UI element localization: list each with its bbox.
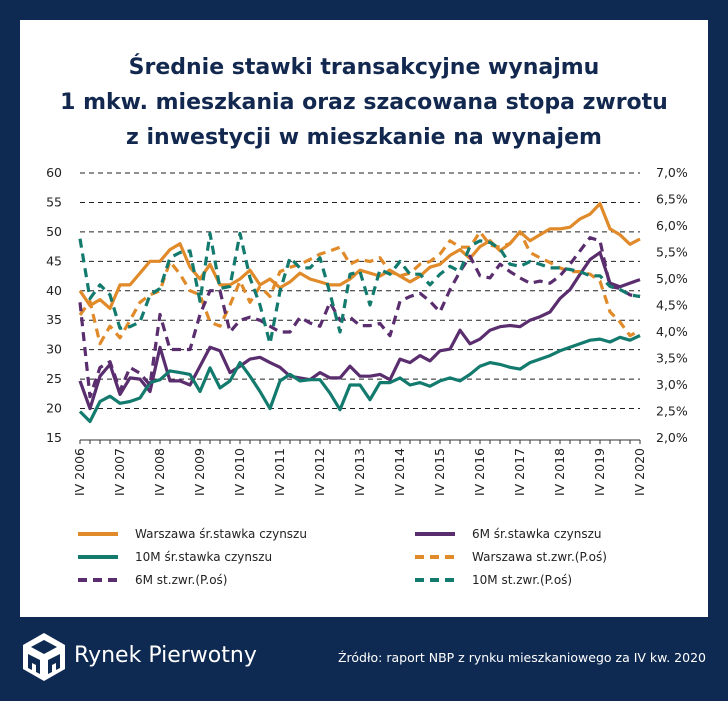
series-line-1 [78,250,641,411]
x-tick-label: IV 2011 [272,448,287,496]
y-right-tick-label: 5,5% [656,245,688,260]
y-right-tick-label: 3,0% [656,377,688,392]
x-tick-label: IV 2015 [432,448,447,496]
legend-label: 6M śr.stawka czynszu [472,527,602,541]
legend-label: Warszawa st.zwr.(P.oś) [472,550,607,564]
y-left-tick-label: 40 [46,283,62,298]
source-note: Źródło: raport NBP z rynku mieszkanioweg… [337,650,706,665]
x-tick-label: IV 2017 [512,448,527,496]
y-right-tick-label: 5,0% [656,271,688,286]
brand-name: Rynek Pierwotny [74,643,257,668]
x-tick-label: IV 2012 [312,448,327,496]
x-tick-label: IV 2020 [632,448,647,496]
y-right-tick-label: 7,0% [656,165,688,180]
series-line-4 [78,236,641,399]
series-line-3 [78,230,641,346]
x-tick-label: IV 2013 [352,448,367,496]
y-left-tick-label: 30 [46,342,62,357]
x-tick-label: IV 2010 [232,448,247,496]
y-right-tick-label: 2,0% [656,430,688,445]
y-left-tick-label: 35 [46,312,62,327]
x-tick-label: IV 2009 [192,448,207,496]
chart-card [20,20,708,617]
x-tick-label: IV 2007 [112,448,127,496]
y-left-tick-label: 45 [46,253,62,268]
series-line-0 [78,202,641,310]
chart-title: Średnie stawki transakcyjne wynajmu 1 mk… [20,50,708,155]
x-tick-label: IV 2008 [152,448,167,496]
y-left-tick-label: 20 [46,401,62,416]
y-right-tick-label: 6,0% [656,218,688,233]
y-left-tick-label: 15 [46,430,62,445]
x-tick-label: IV 2019 [592,448,607,496]
y-left-tick-label: 50 [46,224,62,239]
y-right-tick-label: 4,5% [656,298,688,313]
y-left-tick-label: 55 [46,194,62,209]
rynek-pierwotny-logo-icon [23,633,65,681]
y-right-tick-label: 6,5% [656,192,688,207]
x-tick-label: IV 2006 [72,448,87,496]
y-right-tick-label: 3,5% [656,351,688,366]
legend-label: 10M st.zwr.(P.oś) [472,573,572,587]
y-left-tick-label: 60 [46,165,62,180]
x-tick-label: IV 2014 [392,448,407,496]
title-line-3: z inwestycji w mieszkanie na wynajem [126,125,602,150]
legend-label: Warszawa śr.stawka czynszu [135,527,307,541]
x-tick-label: IV 2018 [552,448,567,496]
y-left-tick-label: 25 [46,371,62,386]
y-right-tick-label: 2,5% [656,404,688,419]
y-right-tick-label: 4,0% [656,324,688,339]
title-line-2: 1 mkw. mieszkania oraz szacowana stopa z… [60,90,668,115]
x-tick-label: IV 2016 [472,448,487,496]
title-line-1: Średnie stawki transakcyjne wynajmu [128,55,600,80]
legend-label: 6M st.zwr.(P.oś) [135,573,227,587]
legend-label: 10M śr.stawka czynszu [135,550,272,564]
series-line-2 [78,334,641,424]
